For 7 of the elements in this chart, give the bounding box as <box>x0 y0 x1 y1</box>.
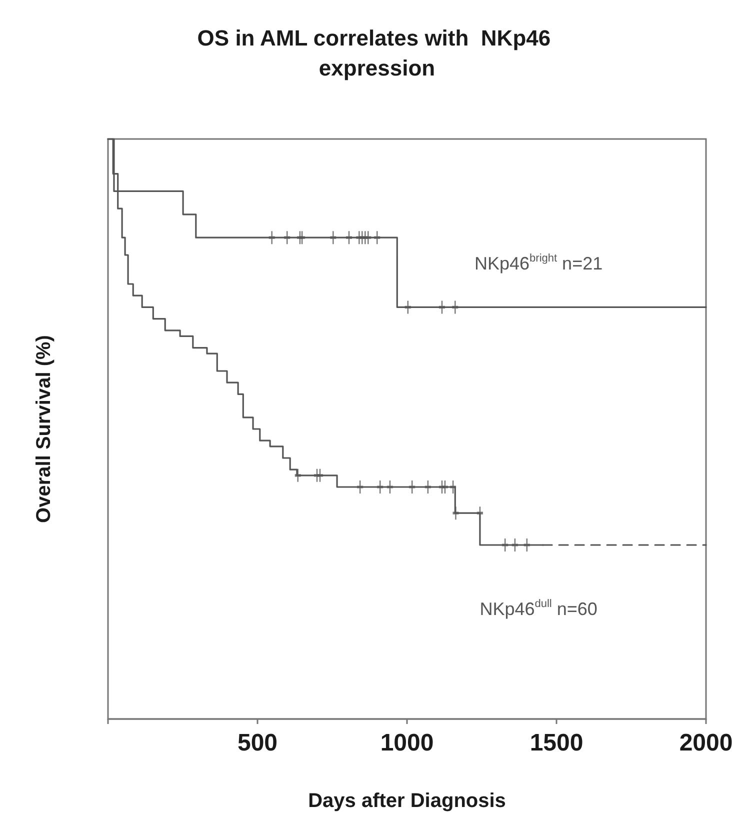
y-axis-title: Overall Survival (%) <box>33 335 55 523</box>
x-tick-label: 2000 <box>679 730 733 756</box>
x-axis-title: Days after Diagnosis <box>308 790 506 812</box>
x-tick-label: 1000 <box>380 730 434 756</box>
x-tick-label: 1500 <box>530 730 584 756</box>
x-tick-label: 500 <box>237 730 278 756</box>
chart-title: OS in AML correlates with NKp46 expression <box>197 26 557 80</box>
